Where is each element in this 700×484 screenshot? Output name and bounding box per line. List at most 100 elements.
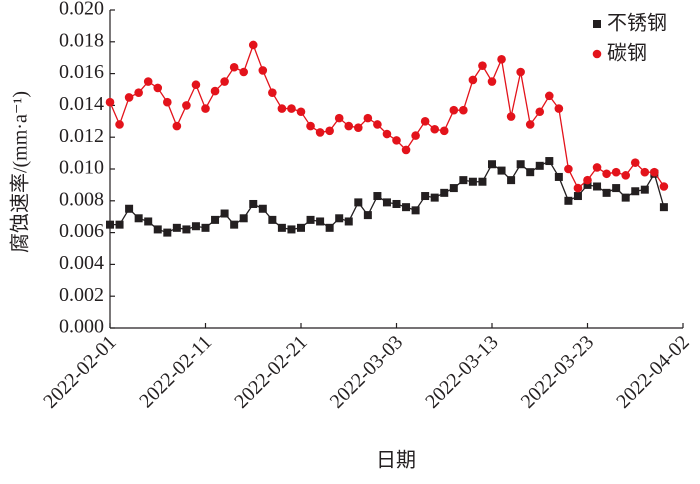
point [411,131,420,140]
point [182,225,191,234]
point [335,214,344,223]
point [191,80,201,90]
y-tick-label: 0.018 [59,29,104,51]
y-tick-label: 0.010 [59,157,104,179]
point [344,121,354,131]
point [249,199,258,208]
point [239,67,248,77]
legend-marker [592,49,602,59]
point [488,160,496,169]
point [497,54,506,64]
point [506,112,516,121]
point [402,203,411,212]
point [612,184,621,193]
point [526,168,535,177]
point [573,183,583,193]
point [268,215,277,224]
point [287,104,296,113]
y-tick-label: 0.002 [59,284,104,306]
legend-marker [593,20,601,28]
point [334,113,344,123]
point [478,61,487,70]
point [459,105,468,115]
point [507,176,516,185]
point [392,136,401,145]
point [134,88,143,97]
point [650,167,659,177]
y-tick-label: 0.014 [59,93,104,115]
point [640,167,650,177]
y-tick-label: 0.006 [59,220,104,242]
y-axis-label: 腐蚀速率/(mm·a⁻¹) [9,91,32,253]
point [392,199,401,208]
point [640,185,649,194]
point [430,193,439,202]
point [659,182,669,191]
point [421,192,430,201]
point [449,105,459,115]
point [516,160,525,169]
point [220,209,229,218]
point [545,157,554,166]
point [144,217,153,226]
point [621,171,630,180]
point [478,177,487,186]
y-tick-label: 0.012 [59,125,104,147]
point [535,161,544,170]
point [602,188,611,197]
point [344,217,353,226]
point [554,172,563,181]
point [602,169,611,179]
point [287,225,296,234]
point [535,107,545,117]
point [545,91,554,101]
point [439,126,449,136]
point [325,223,334,232]
point [306,215,315,224]
point [106,220,114,229]
point [153,83,163,93]
point [430,124,440,134]
point [297,223,305,232]
point [363,113,373,123]
point [163,228,172,237]
point [315,128,325,137]
y-tick-label: 0.004 [59,252,104,274]
point [592,163,602,172]
x-tick-label: 2022-02-01 [39,331,121,413]
point [134,214,143,223]
point [182,101,191,110]
point [631,187,640,196]
legend-label: 不锈钢 [607,11,667,35]
point [373,120,382,129]
point [230,220,239,229]
point [163,97,172,107]
point [153,225,162,234]
point [125,204,134,213]
point [525,120,535,129]
point [659,203,668,212]
point [115,220,124,229]
point [573,192,582,201]
point [354,198,363,207]
y-tick-label: 0.000 [59,316,104,338]
point [172,121,182,131]
point [115,120,124,129]
point [630,158,640,167]
point [382,129,392,139]
point [191,222,200,231]
point [440,188,449,197]
x-axis-label: 日期 [376,450,416,472]
point [229,62,239,72]
point [564,196,573,205]
point [593,182,602,191]
point [363,211,372,220]
point [468,177,477,186]
legend-label: 碳钢 [607,41,647,65]
point [258,66,268,75]
point [306,121,315,131]
point [611,167,621,177]
point [459,176,468,185]
x-tick-label: 2022-03-23 [517,331,599,413]
